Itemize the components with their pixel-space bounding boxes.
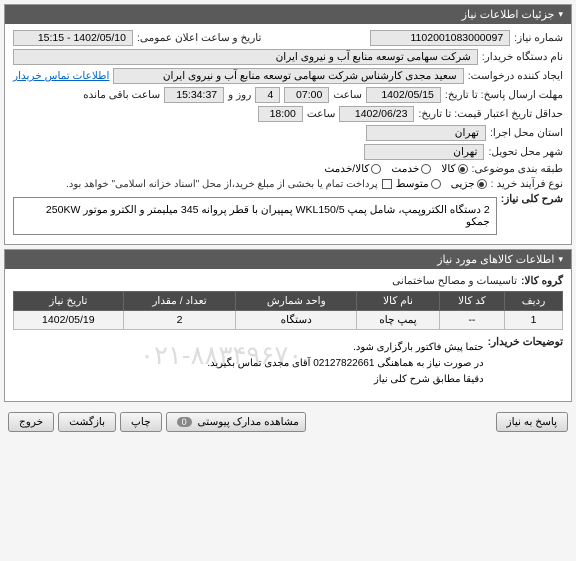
- col-unit: واحد شمارش: [236, 292, 357, 311]
- table-row[interactable]: 1 -- پمپ چاه دستگاه 2 1402/05/19: [14, 311, 563, 330]
- remain-lbl: ساعت باقی مانده: [83, 89, 160, 101]
- panel1-body: شماره نیاز: 1102001083000097 تاریخ و ساع…: [5, 24, 571, 244]
- exec-loc-value: تهران: [366, 125, 486, 141]
- deadline-time-lbl: ساعت: [333, 89, 362, 101]
- need-no-value: 1102001083000097: [370, 30, 510, 46]
- chevron-down-icon: ▾: [558, 9, 563, 20]
- group-label: گروه کالا:: [521, 275, 563, 287]
- radio-service[interactable]: خدمت: [391, 163, 431, 175]
- attachments-button[interactable]: مشاهده مدارک پیوستی 0: [166, 412, 306, 432]
- buyer-note-line: در صورت نیاز به هماهنگی 02127822661 آقای…: [207, 356, 483, 372]
- radio-dot-icon: [421, 164, 431, 174]
- buyer-contact-link[interactable]: اطلاعات تماس خریدار: [13, 70, 109, 82]
- items-table: ردیف کد کالا نام کالا واحد شمارش تعداد /…: [13, 291, 563, 330]
- radio-dot-icon: [431, 179, 441, 189]
- days-lbl: روز و: [228, 89, 251, 101]
- cell-code: --: [439, 311, 504, 330]
- print-button[interactable]: چاپ: [120, 412, 162, 432]
- table-header-row: ردیف کد کالا نام کالا واحد شمارش تعداد /…: [14, 292, 563, 311]
- buyer-notes: حتما پیش فاکتور بارگزاری شود. در صورت نی…: [177, 336, 483, 392]
- radio-mid[interactable]: متوسط: [396, 178, 441, 190]
- deadline-time: 07:00: [284, 87, 329, 103]
- group-value: تاسیسات و مصالح ساختمانی: [392, 275, 517, 287]
- deliv-city-label: شهر محل تحویل:: [488, 146, 563, 158]
- category-radio-group: کالا خدمت کالا/خدمت: [324, 163, 467, 175]
- chevron-down-icon: ▾: [558, 254, 563, 265]
- days-value: 4: [255, 87, 280, 103]
- remain-time: 15:34:37: [164, 87, 224, 103]
- cell-qty: 2: [123, 311, 236, 330]
- category-label: طبقه بندی موضوعی:: [472, 163, 563, 175]
- attachments-count: 0: [177, 417, 192, 427]
- radio-part[interactable]: جزیی: [451, 178, 487, 190]
- buyer-org-value: شرکت سهامی توسعه منابع آب و نیروی ایران: [13, 49, 478, 65]
- need-items-panel: ▾ اطلاعات کالاهای مورد نیاز گروه کالا: ت…: [4, 249, 572, 402]
- col-row: ردیف: [505, 292, 563, 311]
- back-button[interactable]: بازگشت: [58, 412, 116, 432]
- col-name: نام کالا: [357, 292, 440, 311]
- process-label: نوع فرآیند خرید :: [491, 178, 563, 190]
- respond-button[interactable]: پاسخ به نیاز: [496, 412, 568, 432]
- radio-goods[interactable]: کالا: [441, 163, 467, 175]
- panel1-title: جزئیات اطلاعات نیاز: [462, 8, 555, 21]
- buyer-note-line: دقیقا مطابق شرح کلی نیاز: [207, 372, 483, 388]
- pay-note: پرداخت تمام یا بخشی از مبلغ خرید،از محل …: [66, 179, 378, 190]
- requester-label: ایجاد کننده درخواست:: [468, 70, 563, 82]
- deadline-date: 1402/05/15: [366, 87, 441, 103]
- validity-label: حداقل تاریخ اعتبار قیمت: تا تاریخ:: [418, 108, 563, 120]
- announce-label: تاریخ و ساعت اعلان عمومی:: [137, 32, 261, 44]
- requester-value: سعید مجدی کارشناس شرکت سهامی توسعه منابع…: [113, 68, 463, 84]
- cell-row: 1: [505, 311, 563, 330]
- need-description: 2 دستگاه الکتروپمپ، شامل پمپ WKL150/5 پم…: [13, 197, 497, 235]
- footer-toolbar: خروج بازگشت چاپ مشاهده مدارک پیوستی 0 پا…: [0, 406, 576, 438]
- col-qty: تعداد / مقدار: [123, 292, 236, 311]
- radio-dot-icon: [458, 164, 468, 174]
- buyer-org-label: نام دستگاه خریدار:: [482, 51, 563, 63]
- radio-both[interactable]: کالا/خدمت: [324, 163, 381, 175]
- announce-value: 1402/05/10 - 15:15: [13, 30, 133, 46]
- cell-date: 1402/05/19: [14, 311, 124, 330]
- panel2-body: گروه کالا: تاسیسات و مصالح ساختمانی ردیف…: [5, 269, 571, 401]
- radio-dot-icon: [477, 179, 487, 189]
- col-code: کد کالا: [439, 292, 504, 311]
- col-date: تاریخ نیاز: [14, 292, 124, 311]
- panel1-header[interactable]: ▾ جزئیات اطلاعات نیاز: [5, 5, 571, 24]
- radio-dot-icon: [371, 164, 381, 174]
- attachments-label: مشاهده مدارک پیوستی: [198, 416, 299, 428]
- panel2-header[interactable]: ▾ اطلاعات کالاهای مورد نیاز: [5, 250, 571, 269]
- panel2-title: اطلاعات کالاهای مورد نیاز: [437, 253, 554, 266]
- deadline-label: مهلت ارسال پاسخ: تا تاریخ:: [445, 89, 563, 101]
- process-radio-group: جزیی متوسط: [396, 178, 487, 190]
- cell-name: پمپ چاه: [357, 311, 440, 330]
- desc-label: شرح کلی نیاز:: [501, 193, 563, 205]
- validity-time-lbl: ساعت: [307, 108, 336, 120]
- treasury-checkbox[interactable]: [382, 179, 392, 189]
- validity-time: 18:00: [258, 106, 303, 122]
- deliv-city-value: تهران: [364, 144, 484, 160]
- exit-button[interactable]: خروج: [8, 412, 54, 432]
- buyer-note-line: حتما پیش فاکتور بارگزاری شود.: [207, 340, 483, 356]
- need-details-panel: ▾ جزئیات اطلاعات نیاز شماره نیاز: 110200…: [4, 4, 572, 245]
- need-no-label: شماره نیاز:: [514, 32, 563, 44]
- buyer-notes-label: توضیحات خریدار:: [488, 336, 563, 348]
- cell-unit: دستگاه: [236, 311, 357, 330]
- exec-loc-label: استان محل اجرا:: [490, 127, 563, 139]
- validity-date: 1402/06/23: [339, 106, 414, 122]
